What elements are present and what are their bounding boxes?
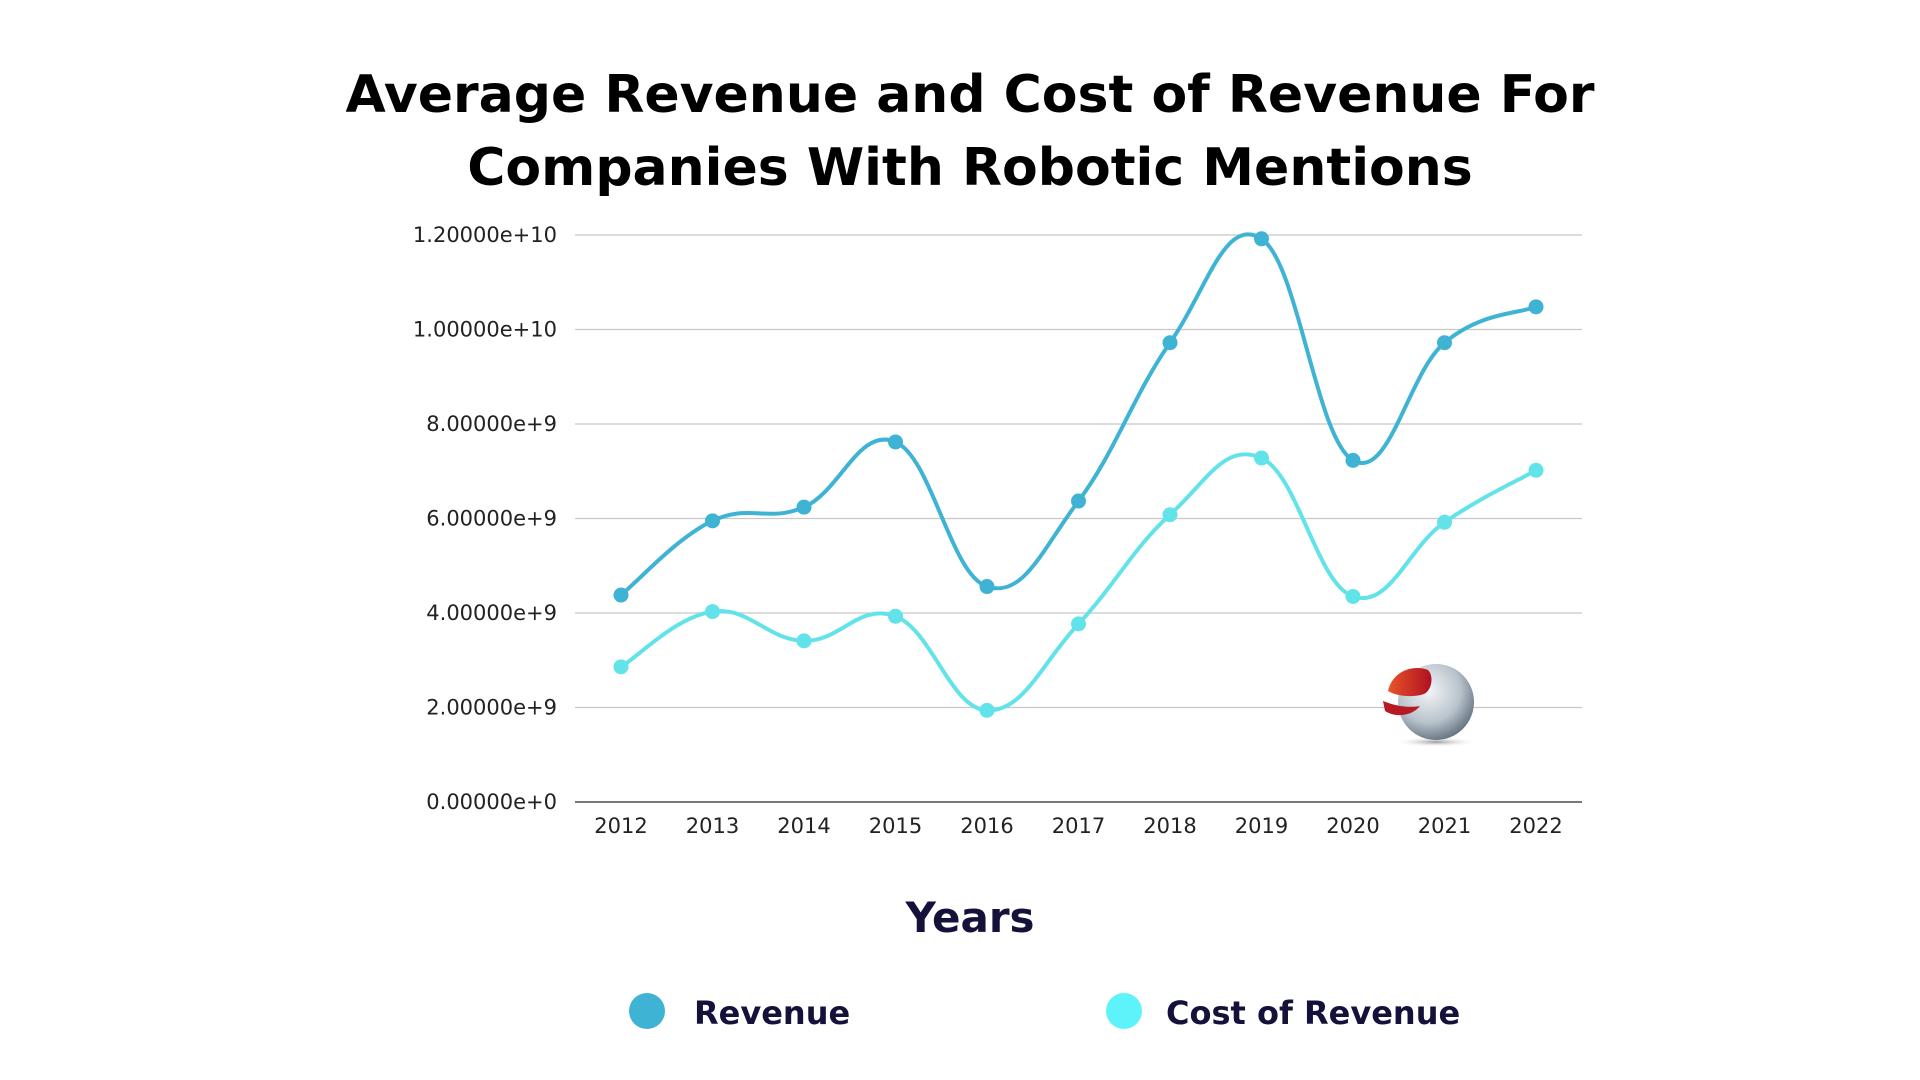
data-point-cost-of-revenue [1437, 514, 1452, 530]
x-tick-label: 2016 [960, 814, 1013, 838]
data-point-cost-of-revenue [888, 608, 903, 624]
x-axis-ticks: 2012 2013 2014 2015 2016 2017 2018 2019 2020 2021… [594, 814, 1562, 838]
legend-label-revenue: Revenue [694, 994, 850, 1032]
x-tick-label: 2014 [777, 814, 830, 838]
sphere-logo-icon [1383, 664, 1478, 747]
data-point-revenue [1345, 452, 1361, 468]
y-tick-label: 1.20000e+10 [413, 223, 557, 247]
y-tick-label: 8.00000e+9 [426, 412, 557, 436]
x-tick-label: 2015 [869, 814, 922, 838]
series-line-cost-of-revenue [619, 452, 1537, 713]
y-axis-ticks: 0.00000e+0 2.00000e+9 4.00000e+9 6.00000e+9… [413, 223, 557, 814]
data-point-revenue [1254, 231, 1269, 247]
data-point-revenue [979, 579, 995, 595]
data-point-cost-of-revenue [705, 604, 720, 620]
data-point-cost-of-revenue [1528, 462, 1544, 478]
series-line-revenue [619, 232, 1537, 597]
data-point-cost-of-revenue [1345, 588, 1361, 604]
data-point-cost-of-revenue [1254, 450, 1269, 466]
y-tick-label: 6.00000e+9 [426, 507, 557, 531]
data-point-cost-of-revenue [613, 659, 629, 675]
x-tick-label: 2017 [1052, 814, 1105, 838]
data-point-revenue [1071, 493, 1086, 509]
data-point-revenue [613, 587, 629, 603]
x-tick-label: 2012 [594, 814, 647, 838]
data-point-revenue [796, 499, 812, 515]
data-point-cost-of-revenue [1071, 616, 1086, 632]
y-tick-label: 2.00000e+9 [426, 696, 557, 720]
legend-marker-cost-of-revenue [1106, 993, 1142, 1029]
gridlines [575, 234, 1582, 803]
x-tick-label: 2020 [1326, 814, 1379, 838]
x-axis-label: Years [904, 893, 1034, 942]
data-point-cost-of-revenue [1162, 507, 1178, 523]
x-tick-label: 2022 [1509, 814, 1562, 838]
data-point-revenue [1162, 335, 1178, 351]
data-point-cost-of-revenue [796, 633, 812, 649]
y-tick-label: 0.00000e+0 [426, 790, 557, 814]
data-point-revenue [1437, 335, 1452, 351]
y-tick-label: 1.00000e+10 [413, 318, 557, 342]
data-point-revenue [888, 434, 903, 450]
data-point-revenue [1528, 299, 1544, 315]
x-tick-label: 2013 [686, 814, 739, 838]
legend-label-cost-of-revenue: Cost of Revenue [1166, 994, 1460, 1032]
legend-marker-revenue [629, 993, 665, 1029]
chart-title-line-2: Companies With Robotic Mentions [467, 138, 1472, 198]
data-point-revenue [705, 513, 720, 529]
x-tick-label: 2018 [1143, 814, 1196, 838]
y-tick-label: 4.00000e+9 [426, 601, 557, 625]
x-tick-label: 2021 [1418, 814, 1471, 838]
chart-title-line-1: Average Revenue and Cost of Revenue For [345, 65, 1594, 125]
data-point-cost-of-revenue [979, 702, 995, 718]
x-tick-label: 2019 [1235, 814, 1288, 838]
legend: Revenue Cost of Revenue [629, 993, 1460, 1032]
